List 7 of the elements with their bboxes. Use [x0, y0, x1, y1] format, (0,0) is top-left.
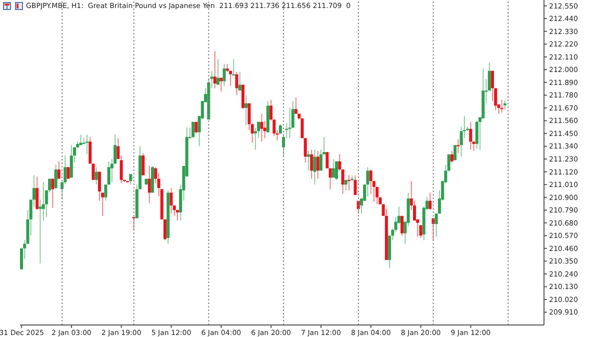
candlestick — [66, 166, 70, 180]
candlestick — [20, 248, 23, 270]
candlestick — [363, 184, 366, 202]
candlestick — [326, 152, 329, 169]
candlestick — [454, 144, 457, 161]
candlestick — [92, 163, 95, 180]
candlestick — [241, 84, 244, 110]
